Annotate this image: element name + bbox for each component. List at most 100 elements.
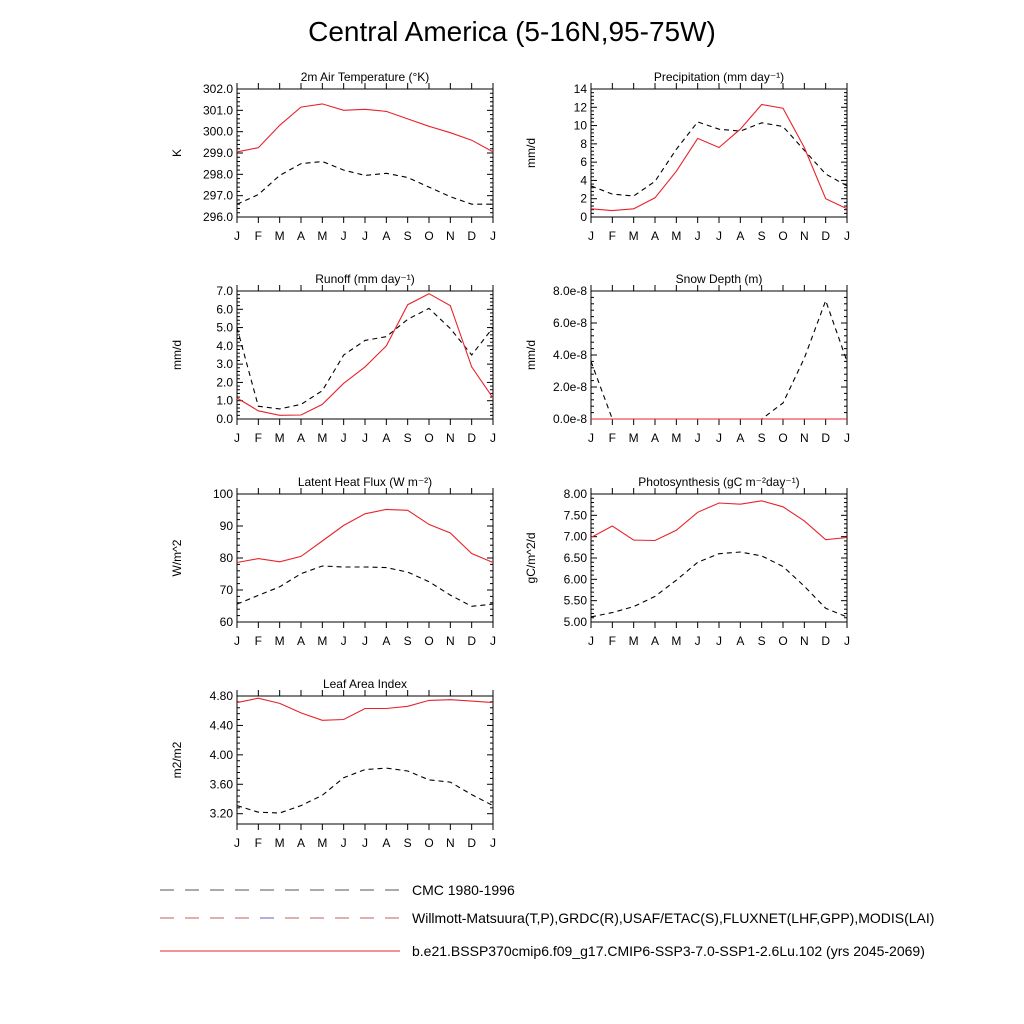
x-tick-label: N bbox=[800, 229, 809, 243]
x-tick-label: J bbox=[695, 431, 701, 445]
y-tick-label: 5.50 bbox=[564, 594, 588, 608]
y-tick-label: 5.0 bbox=[216, 321, 233, 335]
legend-entry-cmc: CMC 1980-1996 bbox=[160, 882, 515, 898]
y-tick-label: 8.0e-8 bbox=[553, 284, 587, 298]
y-tick-label: 6.0 bbox=[216, 302, 233, 316]
y-tick-label: 4.40 bbox=[210, 718, 234, 732]
legend-label-observations: Willmott-Matsuura(T,P),GRDC(R),USAF/ETAC… bbox=[412, 910, 934, 926]
x-tick-label: J bbox=[341, 229, 347, 243]
x-tick-label: N bbox=[446, 634, 455, 648]
series-line-model bbox=[590, 103, 848, 212]
x-tick-label: J bbox=[362, 229, 368, 243]
y-tick-label: 90 bbox=[220, 519, 234, 533]
x-tick-label: D bbox=[467, 634, 476, 648]
y-tick-label: 100 bbox=[213, 487, 233, 501]
chart-panel: Latent Heat Flux (W m⁻²) W/m^2 60 70 80 90 100… bbox=[170, 475, 496, 648]
y-tick-label: 60 bbox=[220, 615, 234, 629]
x-tick-label: D bbox=[467, 431, 476, 445]
x-tick-label: N bbox=[446, 836, 455, 850]
x-tick-label: M bbox=[275, 431, 285, 445]
y-tick-label: 0 bbox=[580, 210, 587, 224]
series-line-model bbox=[236, 508, 494, 564]
x-tick-label: J bbox=[490, 836, 496, 850]
x-tick-label: A bbox=[651, 229, 659, 243]
chart-title: Photosynthesis (gC m⁻²day⁻¹) bbox=[638, 475, 799, 489]
x-tick-label: A bbox=[736, 229, 744, 243]
y-tick-label: 3.0 bbox=[216, 357, 233, 371]
chart-title: Leaf Area Index bbox=[323, 677, 407, 691]
y-tick-label: 80 bbox=[220, 551, 234, 565]
plot-frame bbox=[236, 493, 494, 623]
series-line-model bbox=[590, 500, 848, 542]
chart-title: Latent Heat Flux (W m⁻²) bbox=[298, 475, 432, 489]
y-tick-label: 3.60 bbox=[210, 777, 234, 791]
chart-panel: Leaf Area Index m2/m2 3.20 3.60 4.00 4.40 4.80… bbox=[170, 677, 496, 850]
y-tick-label: 2 bbox=[580, 192, 587, 206]
legend-entry-model: b.e21.BSSP370cmip6.f09_g17.CMIP6-SSP3-7.… bbox=[160, 943, 925, 959]
y-axis-label: K bbox=[170, 149, 184, 157]
x-tick-label: J bbox=[234, 836, 240, 850]
y-tick-label: 7.00 bbox=[564, 530, 588, 544]
y-tick-label: 70 bbox=[220, 583, 234, 597]
series-line-observations bbox=[236, 307, 494, 410]
x-tick-label: A bbox=[297, 836, 305, 850]
series-line-model bbox=[236, 697, 494, 721]
series-line-observations bbox=[590, 121, 848, 197]
series-line-observations bbox=[236, 565, 494, 607]
x-tick-label: J bbox=[716, 431, 722, 445]
x-tick-label: F bbox=[609, 229, 616, 243]
y-tick-label: 298.0 bbox=[203, 167, 233, 181]
y-tick-label: 2.0 bbox=[216, 375, 233, 389]
x-tick-label: J bbox=[234, 634, 240, 648]
x-tick-label: S bbox=[758, 431, 766, 445]
x-tick-label: S bbox=[758, 229, 766, 243]
chart-panel: 2m Air Temperature (°K) K 296.0 297.0 298.0 2… bbox=[170, 70, 496, 243]
chart-title: Snow Depth (m) bbox=[676, 272, 763, 286]
x-tick-label: A bbox=[651, 634, 659, 648]
x-tick-label: M bbox=[275, 634, 285, 648]
plot-frame bbox=[590, 290, 848, 420]
x-tick-label: J bbox=[588, 229, 594, 243]
y-tick-label: 6 bbox=[580, 155, 587, 169]
x-tick-label: J bbox=[716, 634, 722, 648]
x-tick-label: A bbox=[297, 634, 305, 648]
x-tick-label: A bbox=[382, 431, 390, 445]
x-tick-label: A bbox=[297, 229, 305, 243]
x-tick-label: J bbox=[844, 229, 850, 243]
y-tick-label: 8.00 bbox=[564, 487, 588, 501]
x-tick-label: J bbox=[341, 634, 347, 648]
y-tick-label: 5.00 bbox=[564, 615, 588, 629]
x-tick-label: D bbox=[467, 836, 476, 850]
x-tick-label: O bbox=[424, 229, 433, 243]
x-tick-label: F bbox=[255, 634, 262, 648]
x-tick-label: J bbox=[588, 634, 594, 648]
x-tick-label: J bbox=[490, 634, 496, 648]
x-tick-label: M bbox=[629, 431, 639, 445]
chart-title: Precipitation (mm day⁻¹) bbox=[654, 70, 784, 84]
x-tick-label: A bbox=[382, 836, 390, 850]
x-tick-label: F bbox=[255, 431, 262, 445]
x-tick-label: M bbox=[629, 229, 639, 243]
series-line-observations bbox=[236, 767, 494, 814]
chart-panel: Photosynthesis (gC m⁻²day⁻¹) gC/m^2/d 5.00… bbox=[524, 475, 850, 648]
x-tick-label: D bbox=[821, 634, 830, 648]
x-tick-label: J bbox=[490, 431, 496, 445]
x-tick-label: N bbox=[446, 229, 455, 243]
x-tick-label: J bbox=[588, 431, 594, 445]
y-tick-label: 0.0e-8 bbox=[553, 412, 587, 426]
x-tick-label: O bbox=[424, 431, 433, 445]
y-tick-label: 4.00 bbox=[210, 748, 234, 762]
x-tick-label: J bbox=[341, 836, 347, 850]
plot-frame bbox=[590, 493, 848, 623]
series-line-model bbox=[236, 103, 494, 153]
y-axis-label: mm/d bbox=[524, 340, 538, 370]
y-tick-label: 6.0e-8 bbox=[553, 316, 587, 330]
x-tick-label: S bbox=[404, 431, 412, 445]
y-tick-label: 14 bbox=[574, 82, 588, 96]
y-tick-label: 2.0e-8 bbox=[553, 380, 587, 394]
legend-entry-observations: Willmott-Matsuura(T,P),GRDC(R),USAF/ETAC… bbox=[160, 910, 934, 926]
x-tick-label: M bbox=[629, 634, 639, 648]
x-tick-label: M bbox=[275, 229, 285, 243]
x-tick-label: D bbox=[821, 431, 830, 445]
x-tick-label: J bbox=[695, 634, 701, 648]
